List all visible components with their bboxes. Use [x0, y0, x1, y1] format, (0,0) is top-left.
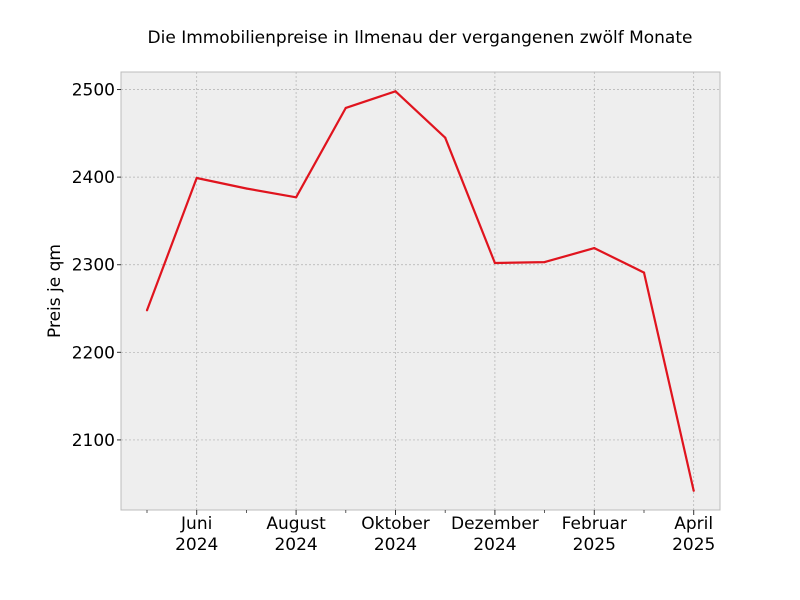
x-tick-label-month: Dezember [451, 514, 539, 534]
data-point [444, 136, 447, 139]
x-tick-label-month: Oktober [361, 514, 430, 534]
data-point [394, 90, 397, 93]
data-point [145, 309, 149, 312]
y-tick-label: 2500 [72, 81, 115, 101]
x-tick-label-month: Februar [562, 514, 627, 534]
x-tick-label-year: 2024 [473, 535, 516, 555]
data-point [245, 187, 248, 190]
x-tick-label-year: 2025 [672, 535, 715, 555]
data-point [295, 196, 298, 199]
x-tick-label-year: 2024 [175, 535, 218, 555]
x-axis-ticks: Juni2024August2024Oktober2024Dezember202… [146, 510, 715, 555]
x-tick-label-year: 2025 [573, 535, 616, 555]
data-point [692, 489, 695, 492]
y-axis-label: Preis je qm [45, 244, 65, 338]
data-point [543, 260, 546, 264]
x-tick-label-month: April [674, 514, 713, 534]
x-tick-label-year: 2024 [374, 535, 417, 555]
data-point [344, 106, 347, 110]
y-axis-ticks: 2100 2200 2300 2400 2500 [72, 81, 121, 451]
data-point [493, 261, 496, 265]
series-line [145, 90, 695, 491]
data-point [195, 176, 198, 180]
y-tick-label: 2200 [72, 343, 115, 363]
grid-lines [121, 72, 720, 510]
data-point [642, 271, 646, 274]
x-tick-label-month: August [266, 514, 326, 534]
x-tick-label-month: Juni [180, 514, 212, 534]
y-tick-label: 2300 [72, 256, 115, 276]
chart-title: Die Immobilienpreise in Ilmenau der verg… [148, 28, 693, 48]
plot-area [120, 71, 721, 511]
x-tick-label-year: 2024 [274, 535, 317, 555]
y-tick-label: 2100 [72, 431, 115, 451]
y-tick-label: 2400 [72, 168, 115, 188]
series-group [145, 90, 695, 492]
data-point [593, 246, 596, 250]
